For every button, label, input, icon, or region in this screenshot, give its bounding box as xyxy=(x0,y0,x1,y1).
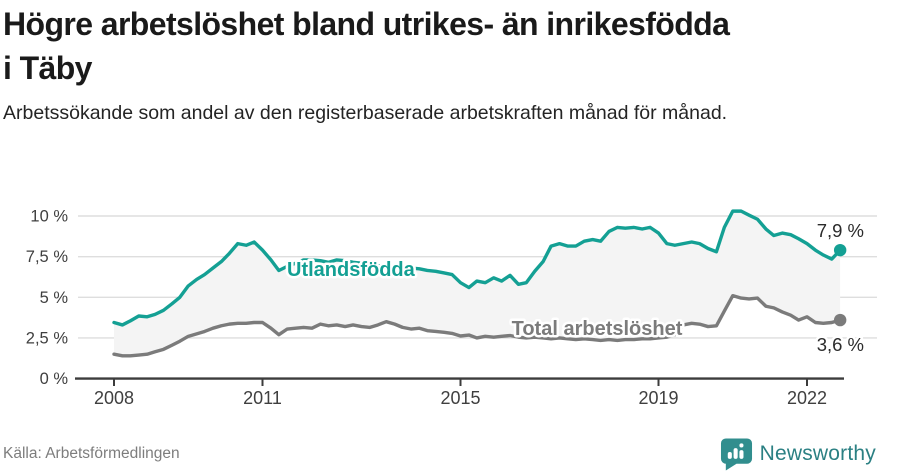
end-value-label: 7,9 % xyxy=(817,220,864,241)
source-note: Källa: Arbetsförmedlingen xyxy=(3,445,180,462)
x-tick-label: 2022 xyxy=(787,388,827,408)
end-value-label: 3,6 % xyxy=(817,334,864,355)
x-tick-label: 2008 xyxy=(94,388,134,408)
series-label: Total arbetslöshet xyxy=(512,318,683,340)
series-label: Utlandsfödda xyxy=(287,259,416,281)
x-tick-label: 2019 xyxy=(638,388,678,408)
x-tick-label: 2011 xyxy=(243,388,282,408)
y-tick-label: 2,5 % xyxy=(26,329,69,347)
line-chart: 2008 2011 2015 2019 2022 0 % 2,5 % 5 % 7,5 % 10 %… xyxy=(26,208,877,408)
x-tick-label: 2015 xyxy=(440,388,480,408)
area-fill-between-series xyxy=(114,211,841,356)
y-tick-label: 10 % xyxy=(30,208,68,226)
series-line-utlandsfodda xyxy=(112,209,842,327)
series-end-dot xyxy=(833,243,847,257)
bar-chart-speech-bubble-icon xyxy=(720,438,752,471)
series-end-dot xyxy=(833,313,847,327)
chart-subtitle: Arbetssökande som andel av den registerb… xyxy=(3,102,728,124)
y-tick-label: 0 % xyxy=(40,370,69,388)
brand-name: Newsworthy xyxy=(759,442,876,465)
newsworthy-logo: Newsworthy xyxy=(720,437,876,471)
chart-title: Högre arbetslöshet bland utrikes- än inr… xyxy=(3,6,730,86)
y-tick-label: 7,5 % xyxy=(26,248,69,266)
y-tick-label: 5 % xyxy=(40,289,69,307)
series-line-total xyxy=(112,293,842,358)
